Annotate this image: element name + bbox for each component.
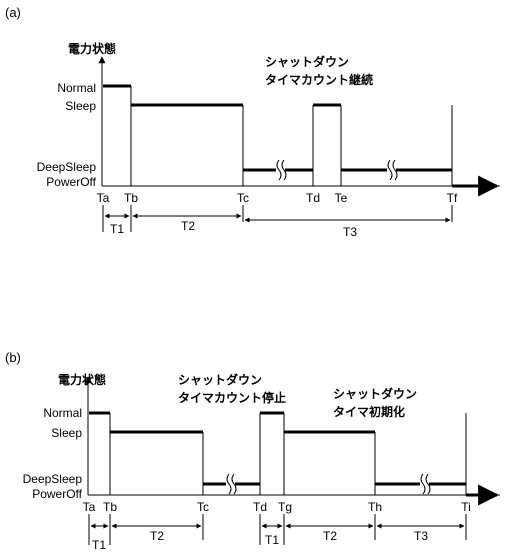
panel-b-break-mark-2 (420, 473, 431, 495)
panel-a-tick-td: Td (306, 191, 320, 205)
panel-a: (a) 電力状態 Normal Sleep DeepSleep PowerOff (5, 5, 500, 239)
panel-a-interval-t3: T3 (343, 225, 357, 239)
panel-a-tick-ta: Ta (97, 191, 110, 205)
panel-a-y-axis-label: 電力状態 (68, 41, 116, 56)
panel-b-annotation-stop-line2: タイマカウント停止 (178, 390, 286, 405)
panel-b-tick-tg: Tg (278, 500, 292, 514)
panel-b-tick-th: Th (368, 500, 382, 514)
panel-a-state-poweroff: PowerOff (46, 175, 96, 189)
panel-a-break-mark-2 (387, 159, 398, 181)
panel-a-label: (a) (5, 5, 21, 20)
panel-b-break-mark-1 (226, 473, 237, 495)
panel-b-state-normal: Normal (43, 406, 82, 420)
panel-b-label: (b) (5, 350, 21, 365)
panel-b-state-poweroff: PowerOff (32, 487, 82, 501)
panel-b-interval-t2-1: T2 (150, 529, 164, 543)
panel-a-tick-te: Te (335, 191, 348, 205)
panel-b-annotation-init-line2: タイマ初期化 (333, 404, 405, 419)
panel-a-interval-t2: T2 (181, 219, 195, 233)
panel-b-state-deepsleep: DeepSleep (23, 472, 83, 486)
panel-a-tick-tf: Tf (447, 191, 458, 205)
panel-b-interval-t3: T3 (414, 529, 428, 543)
panel-a-tick-tb: Tb (124, 191, 138, 205)
panel-b-y-axis-label: 電力状態 (58, 372, 106, 387)
panel-b-tick-tc: Tc (197, 500, 209, 514)
panel-a-break-mark-1 (276, 159, 287, 181)
panel-b-annotation-stop-line1: シャットダウン (178, 372, 262, 387)
panel-a-tick-tc: Tc (237, 191, 249, 205)
panel-b: (b) 電力状態 Normal Sleep DeepSleep PowerOff (5, 350, 500, 552)
panel-b-tick-td: Td (253, 500, 267, 514)
panel-a-state-sleep: Sleep (65, 99, 96, 113)
panel-a-interval-t1: T1 (110, 222, 124, 236)
panel-b-interval-t1-1: T1 (92, 538, 106, 551)
panel-a-annotation-line1: シャットダウン (265, 54, 349, 69)
panel-a-annotation-line2: タイマカウント継続 (265, 72, 373, 87)
panel-a-state-normal: Normal (57, 81, 96, 95)
panel-a-state-deepsleep: DeepSleep (37, 160, 97, 174)
panel-b-tick-tb: Tb (103, 500, 117, 514)
panel-b-interval-t2-2: T2 (323, 529, 337, 543)
panel-b-tick-ti: Ti (461, 500, 471, 514)
panel-b-state-sleep: Sleep (51, 426, 82, 440)
panel-b-interval-t1-2: T1 (265, 533, 279, 547)
panel-b-annotation-init-line1: シャットダウン (333, 386, 417, 401)
panel-b-tick-ta: Ta (83, 500, 96, 514)
